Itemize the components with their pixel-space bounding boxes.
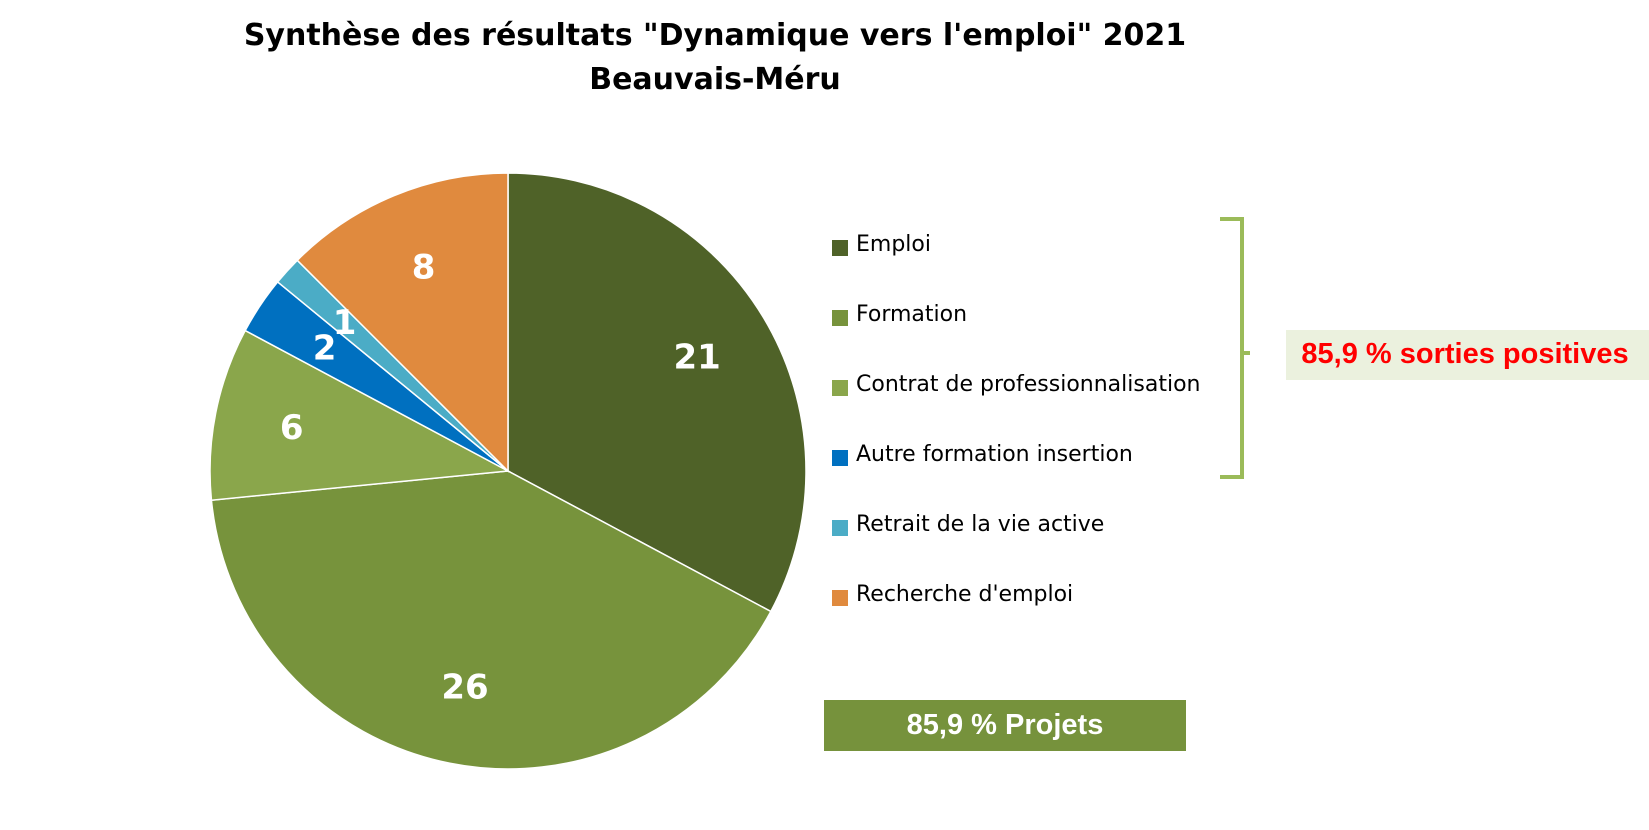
legend-swatch xyxy=(832,450,848,466)
legend-item: Contrat de professionnalisation xyxy=(832,372,1200,442)
pie-data-label: 2 xyxy=(313,328,337,368)
pie-slice xyxy=(210,470,772,770)
title-line-2: Beauvais-Méru xyxy=(589,62,841,97)
title-line-1: Synthèse des résultats "Dynamique vers l… xyxy=(243,18,1187,53)
bracket-icon xyxy=(1220,217,1250,479)
pie-data-label: 1 xyxy=(333,303,357,343)
legend-swatch xyxy=(832,240,848,256)
legend-swatch xyxy=(832,590,848,606)
pie-slice xyxy=(296,172,509,473)
pie-data-label: 21 xyxy=(673,338,720,378)
legend-label: Autre formation insertion xyxy=(856,442,1133,467)
chart-title: Synthèse des résultats "Dynamique vers l… xyxy=(180,14,1250,102)
chart-legend: Emploi Formation Contrat de professionnali… xyxy=(832,232,1200,652)
pie-data-label: 8 xyxy=(412,247,436,287)
pie-slice xyxy=(507,172,807,613)
projects-badge: 85,9 % Projets xyxy=(824,700,1186,751)
legend-item: Emploi xyxy=(832,232,1200,302)
legend-swatch xyxy=(832,310,848,326)
legend-item: Recherche d'emploi xyxy=(832,582,1200,652)
legend-label: Retrait de la vie active xyxy=(856,512,1105,537)
positive-outcomes-box xyxy=(1286,330,1649,380)
pie-data-label: 6 xyxy=(280,408,304,448)
legend-item: Autre formation insertion xyxy=(832,442,1200,512)
legend-swatch xyxy=(832,520,848,536)
legend-label: Emploi xyxy=(856,232,931,257)
pie-slice xyxy=(209,329,511,502)
pie-data-label: 26 xyxy=(441,667,488,707)
positive-outcomes-label: 85,9 % sorties positives xyxy=(1301,338,1629,370)
legend-item: Retrait de la vie active xyxy=(832,512,1200,582)
legend-label: Contrat de professionnalisation xyxy=(856,372,1201,397)
pie-slices xyxy=(209,172,807,770)
legend-swatch xyxy=(832,380,848,396)
legend-label: Recherche d'emploi xyxy=(856,582,1074,607)
legend-label: Formation xyxy=(856,302,968,327)
legend-item: Formation xyxy=(832,302,1200,372)
